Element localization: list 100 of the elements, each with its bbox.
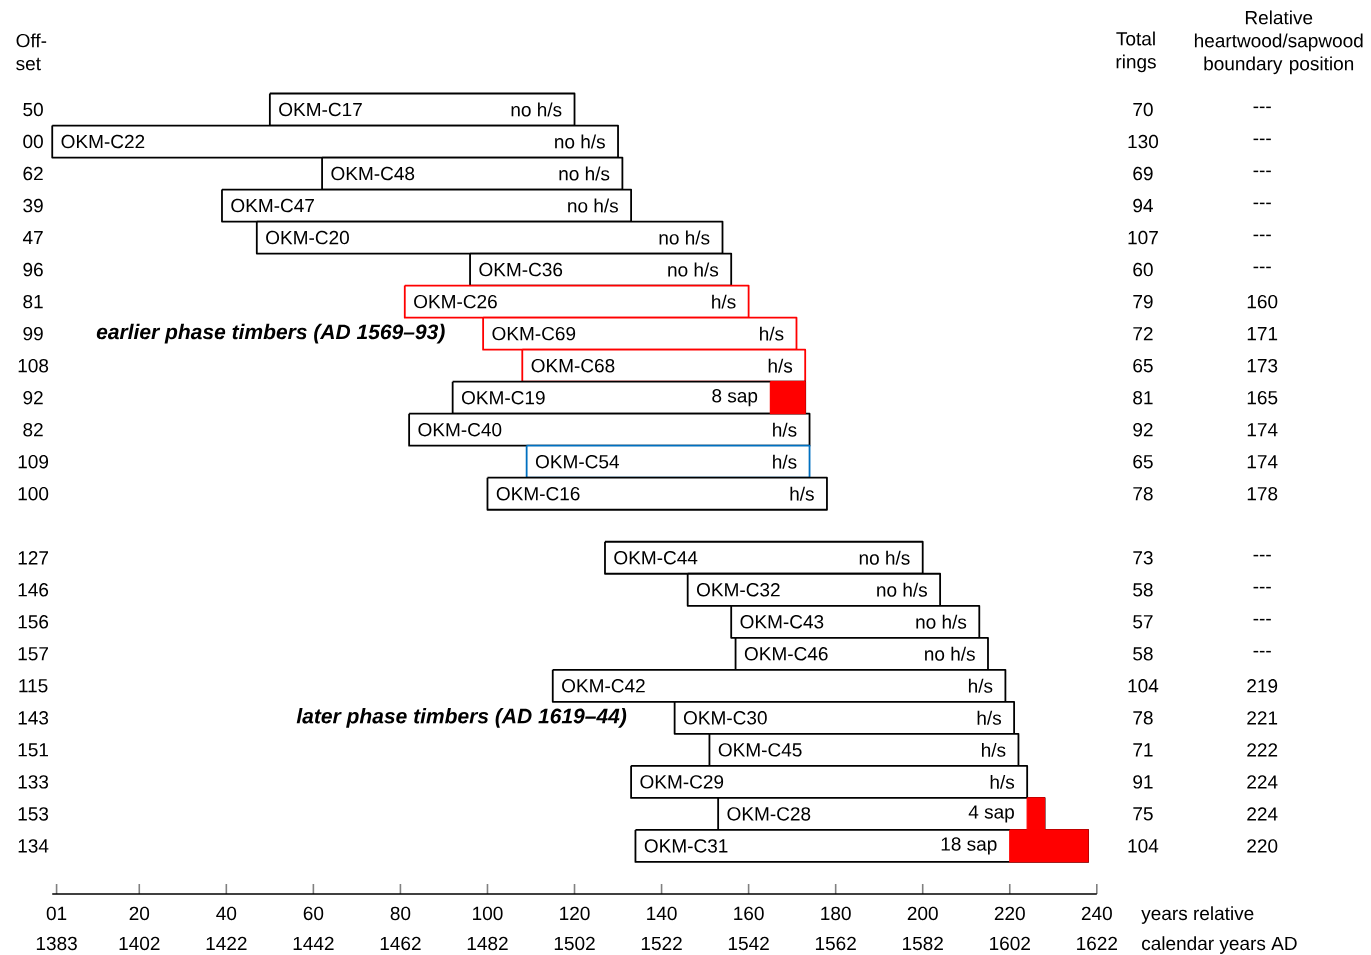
text: 160 <box>1247 295 1278 309</box>
text: 62 <box>23 166 43 181</box>
text: 153 <box>18 807 49 821</box>
text: --- <box>1253 619 1271 621</box>
annotation: h/s <box>982 743 1006 757</box>
x2-tick-label: 1502 <box>554 936 595 951</box>
x2-tick-label: 1422 <box>206 936 247 951</box>
x2-tick-label: 1582 <box>903 936 943 951</box>
data-label: 18 sap <box>941 837 997 855</box>
text: 39 <box>23 198 43 213</box>
data-label: 69 <box>1133 166 1153 181</box>
text: 151 <box>18 743 48 757</box>
y-tick-label: OKM-C69 <box>492 327 576 341</box>
annotation: no h/s <box>568 198 618 213</box>
data-label: 8 sap <box>712 389 758 407</box>
annotation: no h/s <box>916 614 967 629</box>
data-label: 81 <box>1133 391 1153 405</box>
data-label: 72 <box>1133 327 1153 341</box>
y-tick-label: OKM-C19 <box>461 391 545 405</box>
x-tick-label: 01 <box>46 906 67 921</box>
text: 109 <box>18 455 49 469</box>
data-label: 78 <box>1133 487 1153 501</box>
x2-tick-label: 1383 <box>36 936 77 951</box>
x2-tick-label: 1482 <box>467 936 508 951</box>
x-tick-label: 160 <box>734 906 764 921</box>
data-label: 58 <box>1133 647 1153 661</box>
text: 99 <box>23 327 43 341</box>
data-label: 75 <box>1133 807 1153 821</box>
y-tick-label: OKM-C54 <box>535 455 619 469</box>
annotation: earlier phase timbers (AD 1569–93) <box>96 323 445 344</box>
text: 173 <box>1247 359 1278 373</box>
y-tick-label: OKM-C40 <box>418 423 502 437</box>
text: --- <box>1253 106 1271 109</box>
x-tick-label: 80 <box>390 906 411 921</box>
y-tick-label: OKM-C43 <box>740 615 824 629</box>
annotation: no h/s <box>555 134 605 149</box>
y-tick-label: OKM-C31 <box>644 839 728 853</box>
annotation: no h/s <box>659 230 710 245</box>
text: 157 <box>18 647 48 661</box>
y-tick-label: OKM-C32 <box>697 583 780 597</box>
x-tick-label: 200 <box>907 906 938 921</box>
data-label: 94 <box>1133 198 1153 213</box>
y-tick-label: OKM-C16 <box>496 487 580 501</box>
text: 171 <box>1247 327 1278 341</box>
text: 224 <box>1247 775 1278 789</box>
text: --- <box>1253 554 1271 557</box>
annotation: h/s <box>712 294 736 309</box>
text: 134 <box>18 839 49 853</box>
x2-tick-label: 1402 <box>119 936 160 951</box>
text: 115 <box>19 679 48 693</box>
x-tick-label: 140 <box>647 906 677 921</box>
y-tick-label: OKM-C42 <box>562 679 645 693</box>
x2-axis-title: calendar years AD <box>1142 936 1297 955</box>
annotation: h/s <box>977 710 1002 725</box>
y-tick-label: OKM-C44 <box>614 551 698 565</box>
text: 108 <box>18 359 49 373</box>
text: 47 <box>22 231 43 245</box>
data-label: 60 <box>1133 262 1153 277</box>
y-tick-label: OKM-C28 <box>727 807 811 821</box>
annotation: later phase timbers (AD 1619–44) <box>296 708 627 728</box>
text: --- <box>1253 234 1271 237</box>
data-label: 65 <box>1133 359 1153 373</box>
data-label: 104 <box>1128 839 1159 853</box>
text: --- <box>1253 586 1271 589</box>
y-tick-label: OKM-C46 <box>744 647 828 661</box>
annotation: no h/s <box>877 582 927 597</box>
annotation: h/s <box>790 486 814 501</box>
y-tick-label: OKM-C22 <box>61 134 145 149</box>
x2-tick-label: 1442 <box>293 936 334 951</box>
annotation: h/s <box>760 326 784 341</box>
annotation: h/s <box>773 454 797 469</box>
text: --- <box>1253 202 1271 205</box>
data-label: 58 <box>1133 583 1153 597</box>
x2-tick-label: 1462 <box>380 936 421 951</box>
data-label: 70 <box>1133 102 1153 117</box>
data-label: 4 sap <box>968 805 1014 823</box>
text: 219 <box>1247 679 1278 693</box>
x-tick-label: 20 <box>129 906 150 921</box>
y-tick-label: OKM-C47 <box>231 198 314 213</box>
annotation: h/s <box>773 422 797 437</box>
data-label: 65 <box>1133 455 1153 469</box>
text: Relative heartwood/sapwood boundary position <box>1194 10 1363 75</box>
data-label: 107 <box>1128 230 1158 245</box>
text: 82 <box>23 423 43 437</box>
x2-tick-label: 1522 <box>641 936 682 951</box>
annotation: no h/s <box>511 102 562 117</box>
annotation: h/s <box>768 358 793 373</box>
x2-tick-label: 1622 <box>1077 936 1117 951</box>
data-label: 104 <box>1128 679 1159 693</box>
text: --- <box>1253 266 1271 269</box>
text: 165 <box>1247 391 1278 405</box>
text: 221 <box>1247 711 1278 725</box>
text: 156 <box>18 615 49 629</box>
annotation: no h/s <box>859 550 910 565</box>
text: 81 <box>23 295 43 309</box>
x2-tick-label: 1562 <box>815 936 856 951</box>
annotation: no h/s <box>559 166 610 181</box>
data-label: 130 <box>1128 134 1159 149</box>
text: 00 <box>23 134 43 149</box>
y-tick-label: OKM-C45 <box>718 743 802 757</box>
